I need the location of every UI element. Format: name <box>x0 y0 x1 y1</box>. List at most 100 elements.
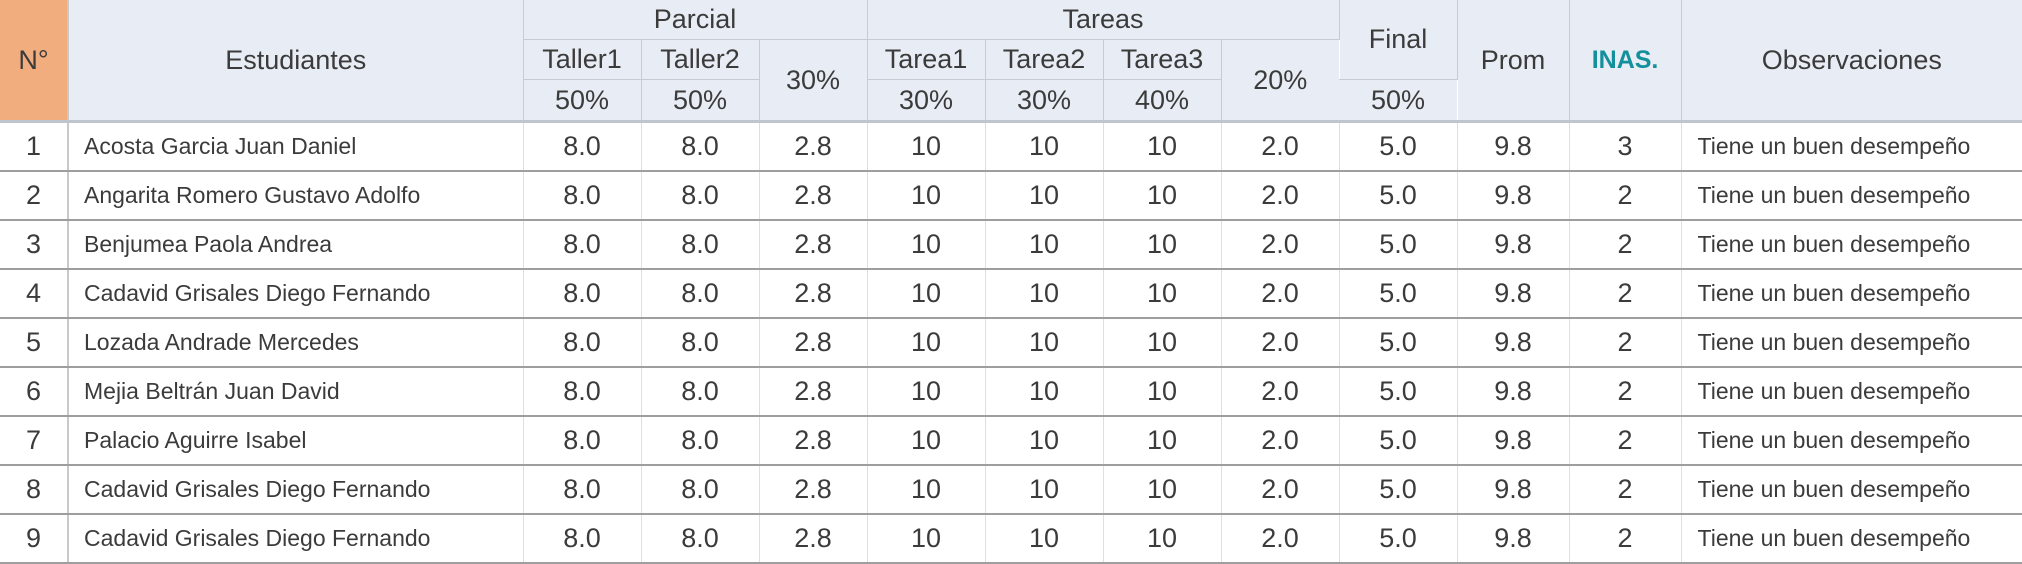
observation[interactable]: Tiene un buen desempeño <box>1681 318 2022 368</box>
taller1-grade[interactable]: 8.0 <box>523 416 642 466</box>
table-row[interactable]: 9 Cadavid Grisales Diego Fernando 8.0 8.… <box>0 514 2022 564</box>
taller1-grade[interactable]: 8.0 <box>523 121 642 172</box>
tarea2-grade[interactable]: 10 <box>985 465 1104 515</box>
tarea1-grade[interactable]: 10 <box>867 367 986 417</box>
tarea3-grade[interactable]: 10 <box>1103 220 1222 270</box>
parcial-weighted[interactable]: 2.8 <box>759 416 868 466</box>
inas-count[interactable]: 3 <box>1569 121 1682 172</box>
column-header-tarea2[interactable]: Tarea2 <box>985 39 1104 80</box>
tarea1-grade[interactable]: 10 <box>867 220 986 270</box>
tareas-weighted[interactable]: 2.0 <box>1221 514 1340 564</box>
parcial-weighted[interactable]: 2.8 <box>759 269 868 319</box>
taller1-grade[interactable]: 8.0 <box>523 220 642 270</box>
observation[interactable]: Tiene un buen desempeño <box>1681 121 2022 172</box>
tarea3-grade[interactable]: 10 <box>1103 367 1222 417</box>
parcial-weighted[interactable]: 2.8 <box>759 121 868 172</box>
prom-grade[interactable]: 9.8 <box>1457 220 1570 270</box>
inas-count[interactable]: 2 <box>1569 367 1682 417</box>
taller1-grade[interactable]: 8.0 <box>523 171 642 221</box>
column-header-final[interactable]: Final <box>1339 0 1458 80</box>
final-grade[interactable]: 5.0 <box>1339 416 1458 466</box>
inas-count[interactable]: 2 <box>1569 318 1682 368</box>
column-header-number[interactable]: N° <box>0 0 69 123</box>
student-name[interactable]: Angarita Romero Gustavo Adolfo <box>68 171 524 221</box>
observation[interactable]: Tiene un buen desempeño <box>1681 416 2022 466</box>
final-grade[interactable]: 5.0 <box>1339 171 1458 221</box>
final-grade[interactable]: 5.0 <box>1339 121 1458 172</box>
taller1-grade[interactable]: 8.0 <box>523 269 642 319</box>
table-row[interactable]: 3 Benjumea Paola Andrea 8.0 8.0 2.8 10 1… <box>0 220 2022 270</box>
taller2-grade[interactable]: 8.0 <box>641 269 760 319</box>
taller2-grade[interactable]: 8.0 <box>641 171 760 221</box>
table-row[interactable]: 5 Lozada Andrade Mercedes 8.0 8.0 2.8 10… <box>0 318 2022 368</box>
tarea3-grade[interactable]: 10 <box>1103 465 1222 515</box>
prom-grade[interactable]: 9.8 <box>1457 416 1570 466</box>
taller2-grade[interactable]: 8.0 <box>641 318 760 368</box>
tarea3-grade[interactable]: 10 <box>1103 416 1222 466</box>
inas-count[interactable]: 2 <box>1569 269 1682 319</box>
observation[interactable]: Tiene un buen desempeño <box>1681 220 2022 270</box>
taller1-grade[interactable]: 8.0 <box>523 465 642 515</box>
tarea2-grade[interactable]: 10 <box>985 416 1104 466</box>
student-name[interactable]: Cadavid Grisales Diego Fernando <box>68 514 524 564</box>
table-row[interactable]: 2 Angarita Romero Gustavo Adolfo 8.0 8.0… <box>0 171 2022 221</box>
taller1-grade[interactable]: 8.0 <box>523 367 642 417</box>
prom-grade[interactable]: 9.8 <box>1457 269 1570 319</box>
column-header-tareas-weight[interactable]: 20% <box>1221 39 1340 123</box>
observation[interactable]: Tiene un buen desempeño <box>1681 171 2022 221</box>
parcial-weighted[interactable]: 2.8 <box>759 171 868 221</box>
student-name[interactable]: Cadavid Grisales Diego Fernando <box>68 269 524 319</box>
parcial-weighted[interactable]: 2.8 <box>759 465 868 515</box>
tareas-weighted[interactable]: 2.0 <box>1221 269 1340 319</box>
tareas-weighted[interactable]: 2.0 <box>1221 121 1340 172</box>
observation[interactable]: Tiene un buen desempeño <box>1681 367 2022 417</box>
tarea1-grade[interactable]: 10 <box>867 514 986 564</box>
tarea1-grade[interactable]: 10 <box>867 416 986 466</box>
column-header-observaciones[interactable]: Observaciones <box>1681 0 2022 123</box>
final-grade[interactable]: 5.0 <box>1339 367 1458 417</box>
student-name[interactable]: Palacio Aguirre Isabel <box>68 416 524 466</box>
tareas-weighted[interactable]: 2.0 <box>1221 465 1340 515</box>
final-grade[interactable]: 5.0 <box>1339 318 1458 368</box>
tarea1-grade[interactable]: 10 <box>867 269 986 319</box>
final-grade[interactable]: 5.0 <box>1339 269 1458 319</box>
final-grade[interactable]: 5.0 <box>1339 465 1458 515</box>
tarea2-grade[interactable]: 10 <box>985 220 1104 270</box>
inas-count[interactable]: 2 <box>1569 514 1682 564</box>
column-header-taller1[interactable]: Taller1 <box>523 39 642 80</box>
inas-count[interactable]: 2 <box>1569 416 1682 466</box>
prom-grade[interactable]: 9.8 <box>1457 367 1570 417</box>
observation[interactable]: Tiene un buen desempeño <box>1681 269 2022 319</box>
tarea2-grade[interactable]: 10 <box>985 121 1104 172</box>
column-header-parcial-weight[interactable]: 30% <box>759 39 868 123</box>
student-name[interactable]: Benjumea Paola Andrea <box>68 220 524 270</box>
taller1-grade[interactable]: 8.0 <box>523 514 642 564</box>
tareas-weighted[interactable]: 2.0 <box>1221 318 1340 368</box>
observation[interactable]: Tiene un buen desempeño <box>1681 465 2022 515</box>
taller2-grade[interactable]: 8.0 <box>641 121 760 172</box>
student-name[interactable]: Mejia Beltrán Juan David <box>68 367 524 417</box>
taller2-grade[interactable]: 8.0 <box>641 220 760 270</box>
tarea3-grade[interactable]: 10 <box>1103 121 1222 172</box>
parcial-weighted[interactable]: 2.8 <box>759 220 868 270</box>
inas-count[interactable]: 2 <box>1569 465 1682 515</box>
column-header-inas[interactable]: INAS. <box>1569 0 1682 123</box>
table-row[interactable]: 1 Acosta Garcia Juan Daniel 8.0 8.0 2.8 … <box>0 121 2022 172</box>
tareas-weighted[interactable]: 2.0 <box>1221 220 1340 270</box>
tarea3-grade[interactable]: 10 <box>1103 171 1222 221</box>
column-header-prom[interactable]: Prom <box>1457 0 1570 123</box>
inas-count[interactable]: 2 <box>1569 220 1682 270</box>
tarea2-grade[interactable]: 10 <box>985 367 1104 417</box>
parcial-weighted[interactable]: 2.8 <box>759 514 868 564</box>
taller2-grade[interactable]: 8.0 <box>641 465 760 515</box>
tarea3-grade[interactable]: 10 <box>1103 514 1222 564</box>
student-name[interactable]: Acosta Garcia Juan Daniel <box>68 121 524 172</box>
prom-grade[interactable]: 9.8 <box>1457 121 1570 172</box>
inas-count[interactable]: 2 <box>1569 171 1682 221</box>
parcial-weighted[interactable]: 2.8 <box>759 367 868 417</box>
tarea2-grade[interactable]: 10 <box>985 514 1104 564</box>
column-header-students[interactable]: Estudiantes <box>68 0 524 123</box>
tarea2-grade[interactable]: 10 <box>985 171 1104 221</box>
tarea1-grade[interactable]: 10 <box>867 171 986 221</box>
final-grade[interactable]: 5.0 <box>1339 220 1458 270</box>
